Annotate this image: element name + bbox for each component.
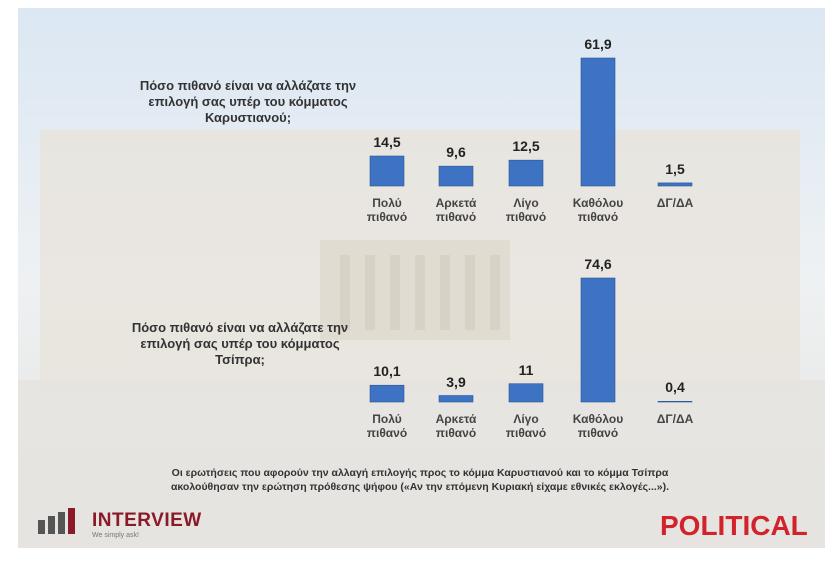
value-label: 11 [518,361,534,378]
footnote: Οι ερωτήσεις που αφορούν την αλλαγή επιλ… [170,467,670,493]
category-label: Καθόλου πιθανό [572,412,624,440]
logo-interview: INTERVIEW [92,510,202,531]
value-label: 74,6 [584,256,612,272]
bar [438,165,474,187]
bar [580,57,616,187]
category-label: Καθόλου πιθανό [572,196,624,224]
value-label: 0,4 [665,379,685,396]
value-label: 10,1 [373,363,401,380]
category-label: Πολύ πιθανό [366,196,408,224]
logo-political: POLITICAL [660,510,808,541]
category-label: Αρκετά πιθανό [435,196,477,224]
bar [657,182,693,187]
bar [369,384,405,403]
value-label: 61,9 [584,36,612,52]
bar [580,277,616,403]
value-label: 12,5 [512,138,540,155]
category-label: ΔΓ/ΔΑ [656,412,694,426]
category-label: Πολύ πιθανό [366,412,408,440]
value-label: 3,9 [446,373,466,390]
category-label: Λίγο πιθανό [505,196,547,224]
logo-icon [38,508,75,534]
category-label: ΔΓ/ΔΑ [656,196,694,210]
value-label: 14,5 [373,134,401,151]
bar [508,159,544,187]
bar [369,155,405,187]
chart-title: Πόσο πιθανό είναι να αλλάζατε την επιλογ… [139,78,357,125]
bar [657,401,693,403]
category-label: Λίγο πιθανό [505,412,547,440]
chart-title: Πόσο πιθανό είναι να αλλάζατε την επιλογ… [131,320,349,367]
category-label: Αρκετά πιθανό [435,412,477,440]
bar [508,383,544,403]
value-label: 1,5 [665,160,685,177]
value-label: 9,6 [446,144,466,161]
bar [438,395,474,403]
logo-tagline: We simply ask! [92,532,139,539]
